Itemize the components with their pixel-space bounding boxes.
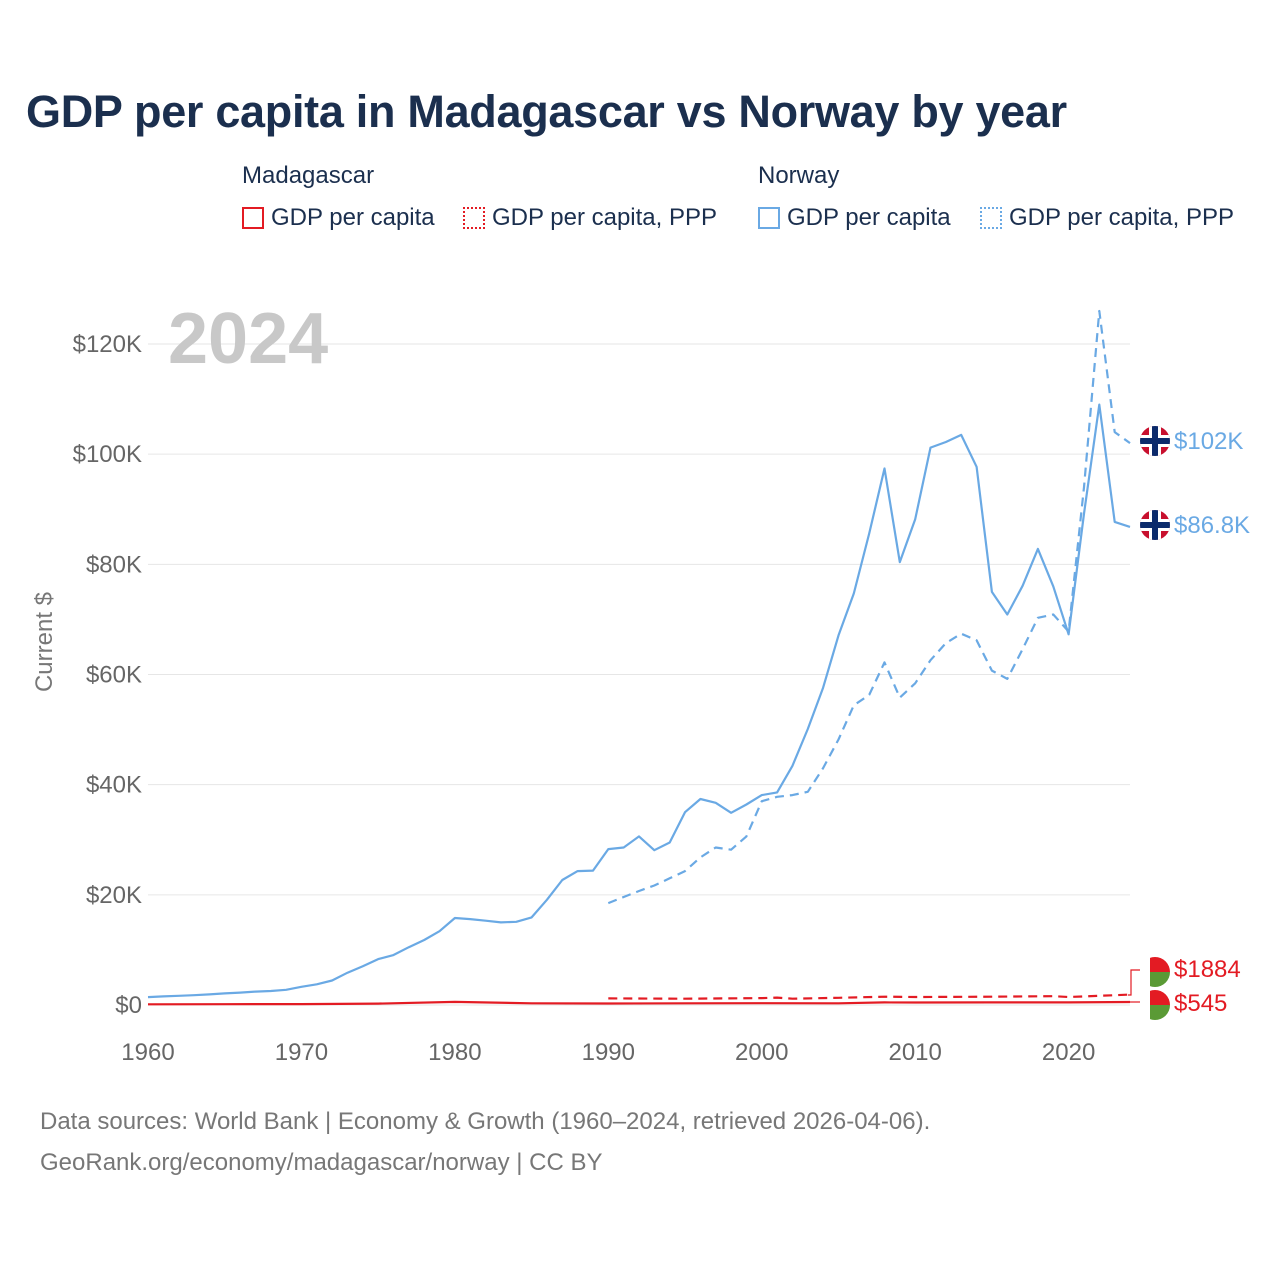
- y-tick-label: $100K: [73, 441, 142, 468]
- y-axis-label: Current $: [31, 592, 58, 692]
- y-tick-label: $80K: [86, 551, 142, 578]
- legend-swatch-solid-icon: [242, 207, 264, 229]
- legend-swatch-solid-icon: [758, 207, 780, 229]
- y-tick-label: $20K: [86, 882, 142, 909]
- x-tick-label: 1990: [582, 1039, 635, 1066]
- norway-gdp-per-capita-ppp-line: [607, 309, 1131, 905]
- y-tick-label: $0: [115, 992, 142, 1019]
- legend-label: GDP per capita, PPP: [492, 204, 717, 231]
- madagascar-gdp-per-capita-line: [147, 1000, 1131, 1006]
- legend-norway-gdp[interactable]: GDP per capita: [758, 204, 951, 232]
- end-label-madagascar-ppp: $1884: [1174, 956, 1241, 983]
- footer-sources: Data sources: World Bank | Economy & Gro…: [40, 1108, 931, 1135]
- x-tick-label: 2010: [888, 1039, 941, 1066]
- end-label-norway-ppp: $102K: [1174, 428, 1243, 455]
- legend-label: GDP per capita: [787, 204, 951, 231]
- legend-label: GDP per capita: [271, 204, 435, 231]
- x-tick-label: 1980: [428, 1039, 481, 1066]
- year-watermark: 2024: [168, 299, 328, 379]
- legend-norway-ppp[interactable]: GDP per capita, PPP: [980, 204, 1234, 232]
- norway-flag-icon: [1140, 510, 1170, 540]
- madagascar-flag-icon: [1140, 957, 1170, 987]
- madagascar-gdp-per-capita-ppp-line: [608, 993, 1131, 1000]
- madagascar-flag-icon: [1140, 990, 1170, 1020]
- y-tick-label: $120K: [73, 331, 142, 358]
- legend-madagascar-gdp[interactable]: GDP per capita: [242, 204, 435, 232]
- madagascar-ppp-connector: [1128, 969, 1140, 996]
- legend-swatch-dotted-icon: [463, 207, 485, 229]
- legend-swatch-dotted-icon: [980, 207, 1002, 229]
- end-label-madagascar-gdp: $545: [1174, 990, 1227, 1017]
- page-title: GDP per capita in Madagascar vs Norway b…: [26, 86, 1067, 137]
- legend-group-madagascar: Madagascar: [242, 162, 375, 189]
- x-tick-label: 2020: [1042, 1039, 1095, 1066]
- x-tick-label: 2000: [735, 1039, 788, 1066]
- y-tick-label: $60K: [86, 662, 142, 689]
- footer-credit[interactable]: GeoRank.org/economy/madagascar/norway | …: [40, 1149, 603, 1176]
- norway-flag-icon: [1140, 426, 1170, 456]
- legend-madagascar-ppp[interactable]: GDP per capita, PPP: [463, 204, 717, 232]
- legend-label: GDP per capita, PPP: [1009, 204, 1234, 231]
- norway-gdp-per-capita-line: [147, 403, 1131, 999]
- end-label-norway-gdp: $86.8K: [1174, 512, 1250, 539]
- x-tick-label: 1970: [275, 1039, 328, 1066]
- legend-group-norway: Norway: [758, 162, 840, 189]
- y-tick-label: $40K: [86, 772, 142, 799]
- x-tick-label: 1960: [121, 1039, 174, 1066]
